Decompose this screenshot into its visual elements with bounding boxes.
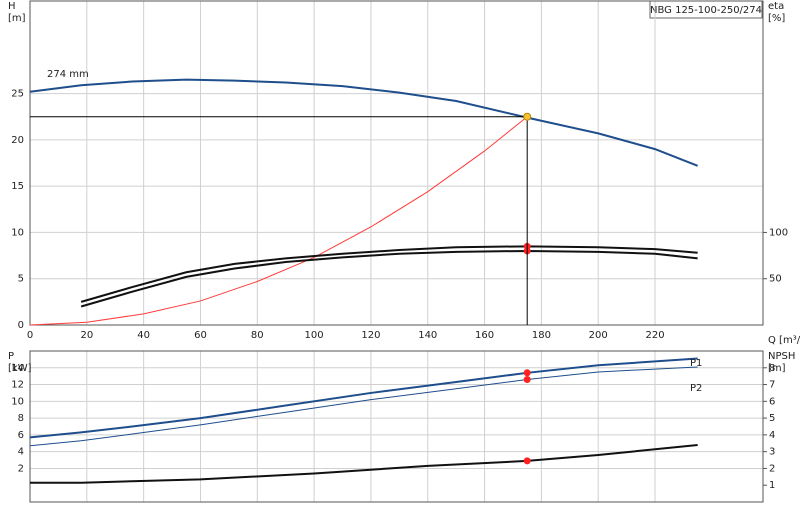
y2-tick-label: 4 — [769, 430, 775, 441]
y2-tick-label: 50 — [769, 274, 782, 285]
y-tick-label: 2 — [18, 463, 24, 474]
y2-axis-label: eta — [768, 1, 784, 12]
y2-tick-label: 2 — [769, 463, 775, 474]
y2-tick-label: 1 — [769, 480, 775, 491]
chart-title: NBG 125-100-250/274 — [650, 5, 762, 16]
series-line — [80, 245, 698, 303]
y2-axis-unit: [m] — [768, 363, 786, 374]
x-tick-label: 120 — [361, 330, 380, 341]
y-tick-label: 14 — [11, 363, 24, 374]
y-axis-label: H — [8, 1, 16, 12]
y-tick-label: 10 — [11, 227, 24, 238]
y2-tick-label: 8 — [769, 363, 775, 374]
y-tick-label: 10 — [11, 396, 24, 407]
y-axis-unit: [m] — [8, 13, 26, 24]
series-label: P2 — [690, 383, 702, 394]
y-tick-label: 0 — [18, 320, 24, 331]
x-tick-label: 20 — [80, 330, 93, 341]
y2-tick-label: 7 — [769, 380, 775, 391]
y-tick-label: 25 — [11, 89, 24, 100]
y-tick-label: 8 — [18, 413, 24, 424]
y-tick-label: 5 — [18, 274, 24, 285]
y2-axis-unit: [%] — [768, 13, 785, 24]
series-line — [29, 78, 699, 167]
y2-axis-label: NPSH — [768, 351, 795, 362]
y-tick-label: 20 — [11, 135, 24, 146]
y-tick-label: 12 — [11, 380, 24, 391]
y-tick-label: 6 — [18, 430, 24, 441]
series-line — [29, 366, 698, 447]
x-tick-label: 40 — [137, 330, 150, 341]
y-tick-label: 15 — [11, 181, 24, 192]
y-axis-unit: [kW] — [8, 363, 32, 374]
y2-tick-label: 100 — [769, 227, 788, 238]
x-tick-label: 160 — [475, 330, 494, 341]
x-tick-label: 200 — [589, 330, 608, 341]
x-tick-label: 60 — [194, 330, 207, 341]
plot-frame — [29, 0, 764, 326]
x-tick-label: 180 — [532, 330, 551, 341]
x-tick-label: 100 — [305, 330, 324, 341]
y2-tick-label: 3 — [769, 447, 775, 458]
x-tick-label: 140 — [418, 330, 437, 341]
series-line — [80, 249, 698, 308]
y2-tick-label: 6 — [769, 396, 775, 407]
point — [523, 369, 531, 377]
y-tick-label: 4 — [18, 447, 24, 458]
point — [523, 376, 531, 384]
series-label: 274 mm — [47, 69, 89, 80]
x-axis-label: Q [m³/h] — [768, 335, 800, 346]
plot-frame — [29, 350, 764, 503]
x-tick-label: 0 — [27, 330, 33, 341]
point — [523, 112, 532, 121]
series-label: P1 — [690, 358, 702, 369]
x-tick-label: 80 — [251, 330, 264, 341]
x-tick-label: 220 — [645, 330, 664, 341]
y2-tick-label: 5 — [769, 413, 775, 424]
point — [523, 457, 531, 465]
y-axis-label: P — [8, 351, 14, 362]
series-line — [29, 357, 698, 439]
series-line — [30, 443, 698, 484]
series-line — [29, 116, 528, 326]
